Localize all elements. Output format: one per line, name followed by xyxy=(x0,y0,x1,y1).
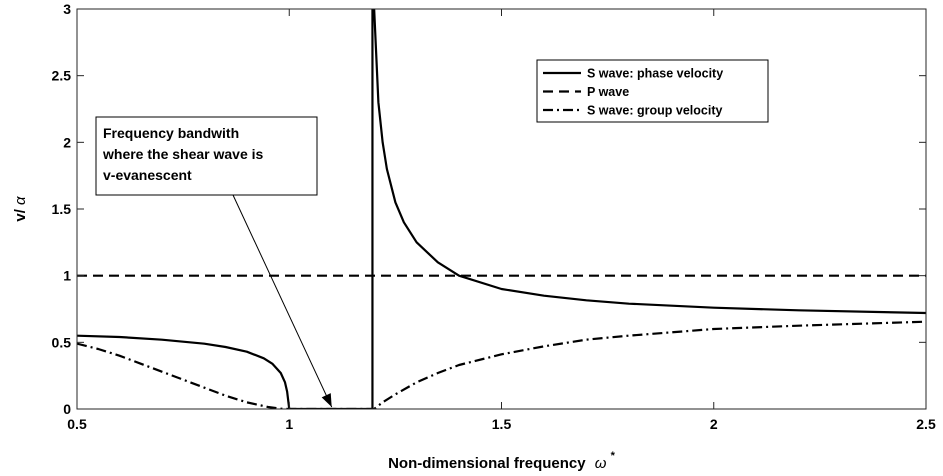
x-tick-label: 1 xyxy=(285,416,293,432)
y-tick-label: 3 xyxy=(63,1,71,17)
x-axis-title-symbol: ω xyxy=(595,455,607,472)
x-axis-title-superscript: * xyxy=(611,450,616,462)
annotation-text-line-1: Frequency bandwith xyxy=(103,125,239,141)
y-axis-title: v/ α xyxy=(12,196,29,222)
annotation: Frequency bandwith where the shear wave i… xyxy=(95,116,333,408)
annotation-box xyxy=(95,116,318,196)
series-group xyxy=(77,9,926,409)
y-tick-label: 1.5 xyxy=(52,201,72,217)
axis-labels: Non-dimensional frequency ω * v/ α xyxy=(12,196,616,472)
x-axis-title: Non-dimensional frequency ω * xyxy=(388,450,616,472)
legend-label-1: S wave: phase velocity xyxy=(587,67,723,81)
y-tick-label: 2.5 xyxy=(52,68,72,84)
legend-label-3: S wave: group velocity xyxy=(587,104,723,118)
y-tick-label: 0.5 xyxy=(52,334,72,350)
x-axis-title-text: Non-dimensional frequency xyxy=(388,455,586,472)
x-tick-label: 0.5 xyxy=(67,416,87,432)
annotation-text-line-3: v-evanescent xyxy=(103,167,192,183)
y-tick-label: 0 xyxy=(63,401,71,417)
y-axis-title-prefix: v/ xyxy=(12,208,29,221)
legend-label-2: P wave xyxy=(587,85,629,99)
y-tick-label: 1 xyxy=(63,268,71,284)
plot-area: 0.5 1 1.5 2 2.500.511.522.53 xyxy=(52,1,936,432)
annotation-arrow-line xyxy=(232,194,333,408)
x-tick-label: 1.5 xyxy=(492,416,512,432)
annotation-text-line-2: where the shear wave is xyxy=(102,146,264,162)
y-tick-label: 2 xyxy=(63,134,71,150)
legend: S wave: phase velocity P wave S wave: grou… xyxy=(536,59,769,123)
x-tick-label: 2 xyxy=(710,416,718,432)
series-line-1 xyxy=(77,9,926,409)
annotation-arrow-head xyxy=(321,393,332,407)
x-tick-label: 2.5 xyxy=(916,416,936,432)
y-axis-title-symbol: α xyxy=(12,196,29,205)
